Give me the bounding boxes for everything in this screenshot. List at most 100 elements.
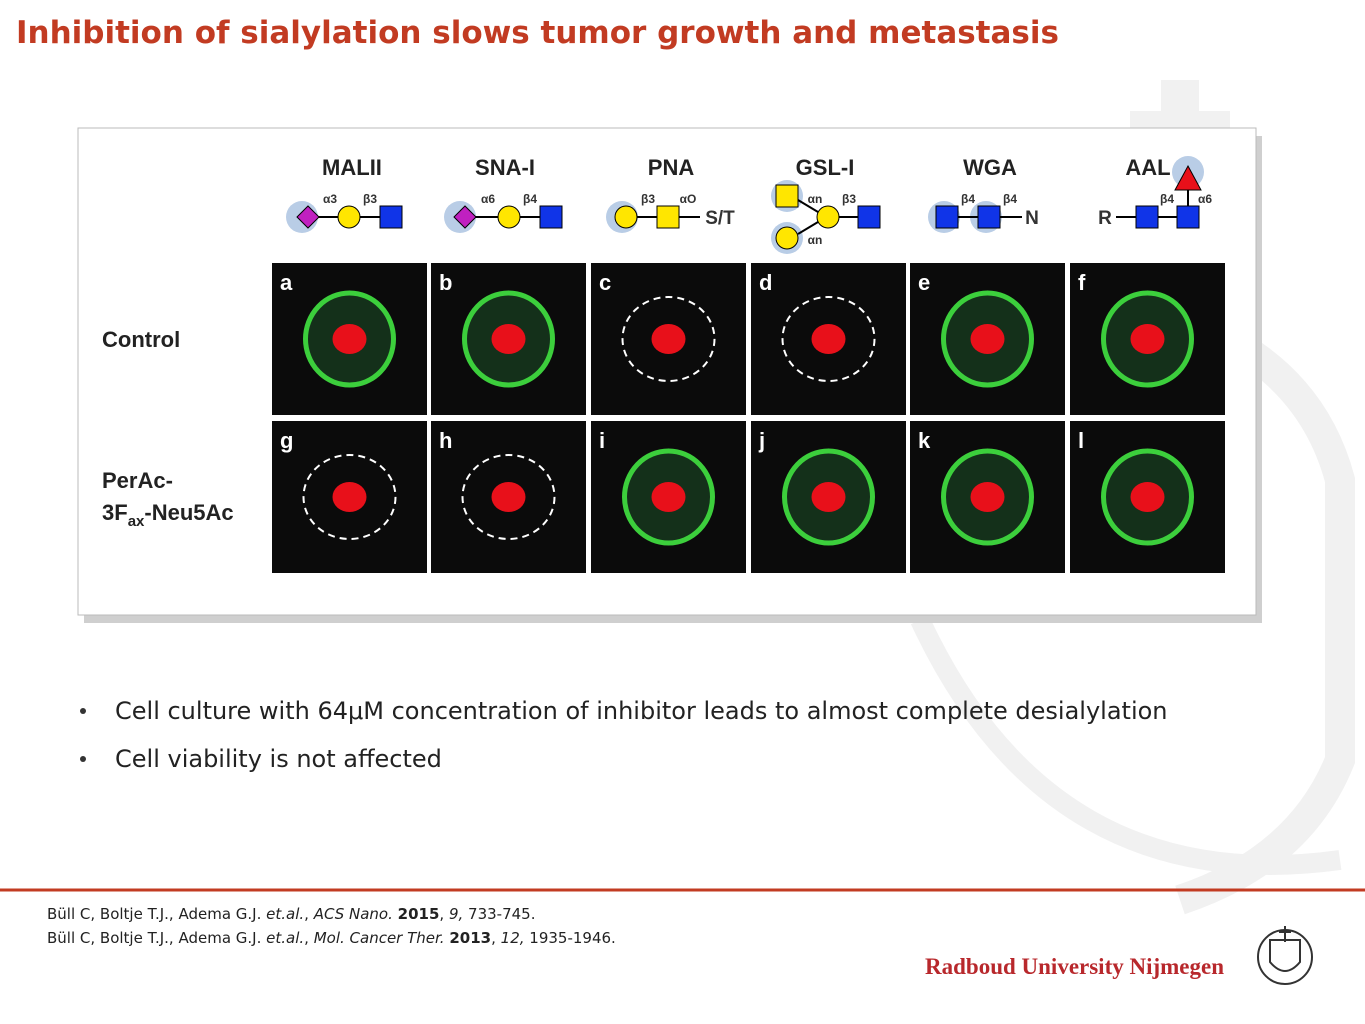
bullet-dot xyxy=(80,708,86,714)
cell-nucleus xyxy=(651,482,686,512)
row-label-part: -Neu5Ac xyxy=(144,500,233,525)
reference-part: 9, xyxy=(449,905,463,923)
glycan-square xyxy=(656,205,680,229)
reference-part: et.al. xyxy=(266,905,304,923)
linkage-label: β4 xyxy=(1003,192,1017,206)
linkage-label: αO xyxy=(680,192,697,206)
reference-part: et.al. xyxy=(266,929,304,947)
cell-outline xyxy=(461,454,556,540)
row-label: Control xyxy=(102,327,180,352)
lectin-name: AAL xyxy=(1125,155,1170,180)
reference: Büll C, Boltje T.J., Adema G.J. et.al., … xyxy=(47,929,616,947)
linkage-label: αn xyxy=(808,192,823,206)
cell-nucleus xyxy=(970,482,1005,512)
linkage-label: β3 xyxy=(363,192,377,206)
glycan-circle xyxy=(614,205,638,229)
reference-part: Büll C, Boltje T.J., Adema G.J. xyxy=(47,905,266,923)
glycan-terminus: S/T xyxy=(705,208,735,229)
glycan-circle xyxy=(775,226,799,250)
bullets: Cell culture with 64μM concentration of … xyxy=(80,697,1168,773)
reference-part: 12, xyxy=(501,929,525,947)
glycan-square xyxy=(379,205,403,229)
glycan-circle xyxy=(816,205,840,229)
glycan-square xyxy=(1176,205,1200,229)
reference-part: Mol. Cancer Ther. xyxy=(314,929,445,947)
glycan-diamond xyxy=(296,205,320,229)
lectin-name: GSL-I xyxy=(796,155,855,180)
panel-letter: c xyxy=(599,270,611,295)
row-label-sub: ax xyxy=(128,513,145,530)
linkage-label: α6 xyxy=(481,192,495,206)
glycan-terminus: N xyxy=(1025,208,1039,229)
reference-part: 2013 xyxy=(449,929,491,947)
linkage-label: α6 xyxy=(1198,192,1212,206)
glycan-bond xyxy=(797,221,819,235)
row-label-part: 3F xyxy=(102,500,128,525)
glycan-diamond xyxy=(453,205,477,229)
linkage-label: α3 xyxy=(323,192,337,206)
glycan-square xyxy=(1135,205,1159,229)
row-label: 3Fax-Neu5Ac xyxy=(102,500,234,530)
panel-letter: e xyxy=(918,270,930,295)
bullet-dot xyxy=(80,756,86,762)
lectin-name: PNA xyxy=(648,155,695,180)
cell-nucleus xyxy=(811,482,846,512)
glycan-terminus: R xyxy=(1098,208,1112,229)
bullet: Cell viability is not affected xyxy=(115,745,442,773)
panel-letter: h xyxy=(439,428,452,453)
glycan-square xyxy=(775,184,799,208)
lectin-name: MALII xyxy=(322,155,382,180)
glycan-triangle xyxy=(1174,164,1202,191)
glycan-square xyxy=(539,205,563,229)
linkage-label: β3 xyxy=(641,192,655,206)
cell-nucleus xyxy=(970,324,1005,354)
reference-part: 1935-1946. xyxy=(525,929,616,947)
cell-nucleus xyxy=(491,324,526,354)
glycan-square xyxy=(935,205,959,229)
cell-outline xyxy=(302,454,397,540)
reference-part: , xyxy=(304,905,314,923)
panel-letter: b xyxy=(439,270,452,295)
reference-part: , xyxy=(304,929,314,947)
glycan-circle xyxy=(497,205,521,229)
panel-letter: g xyxy=(280,428,293,453)
title: Inhibition of sialylation slows tumor gr… xyxy=(16,15,1059,51)
panel-letter: l xyxy=(1078,428,1084,453)
panel-letter: d xyxy=(759,270,772,295)
panel-letter: i xyxy=(599,428,605,453)
lectin-name: SNA-I xyxy=(475,155,535,180)
linkage-label: β4 xyxy=(1160,192,1174,206)
glycan-square xyxy=(857,205,881,229)
cell-nucleus xyxy=(491,482,526,512)
figure: MALII SNA-I PNA GSL-I WGA AAL α3 β3 α6 β4 β3 αO S/T α… xyxy=(77,127,1262,623)
reference-part: 733-745. xyxy=(463,905,535,923)
linkage-label: β4 xyxy=(523,192,537,206)
reference-part: ACS Nano. xyxy=(313,905,393,923)
panel-letter: k xyxy=(918,428,931,453)
row-label: PerAc- xyxy=(102,468,173,493)
linkage-label: β4 xyxy=(961,192,975,206)
cell-outline xyxy=(781,296,876,382)
reference-part: , xyxy=(491,929,501,947)
cell-nucleus xyxy=(332,324,367,354)
panel-letter: j xyxy=(758,428,765,453)
reference: Büll C, Boltje T.J., Adema G.J. et.al., … xyxy=(47,905,535,923)
panel-letter: f xyxy=(1078,270,1086,295)
logo-crest xyxy=(1257,926,1313,985)
cell-nucleus xyxy=(1130,324,1165,354)
reference-part: , xyxy=(439,905,449,923)
bullet: Cell culture with 64μM concentration of … xyxy=(115,697,1168,725)
cell-nucleus xyxy=(651,324,686,354)
linkage-label: αn xyxy=(808,233,823,247)
glycan-square xyxy=(977,205,1001,229)
reference-part: Büll C, Boltje T.J., Adema G.J. xyxy=(47,929,266,947)
logo-text: Radboud University Nijmegen xyxy=(925,954,1224,979)
cell-nucleus xyxy=(811,324,846,354)
linkage-label: β3 xyxy=(842,192,856,206)
glycan-circle xyxy=(337,205,361,229)
glycan-bond xyxy=(797,199,819,213)
reference-part: 2015 xyxy=(398,905,440,923)
panel-letter: a xyxy=(280,270,293,295)
cell-nucleus xyxy=(1130,482,1165,512)
